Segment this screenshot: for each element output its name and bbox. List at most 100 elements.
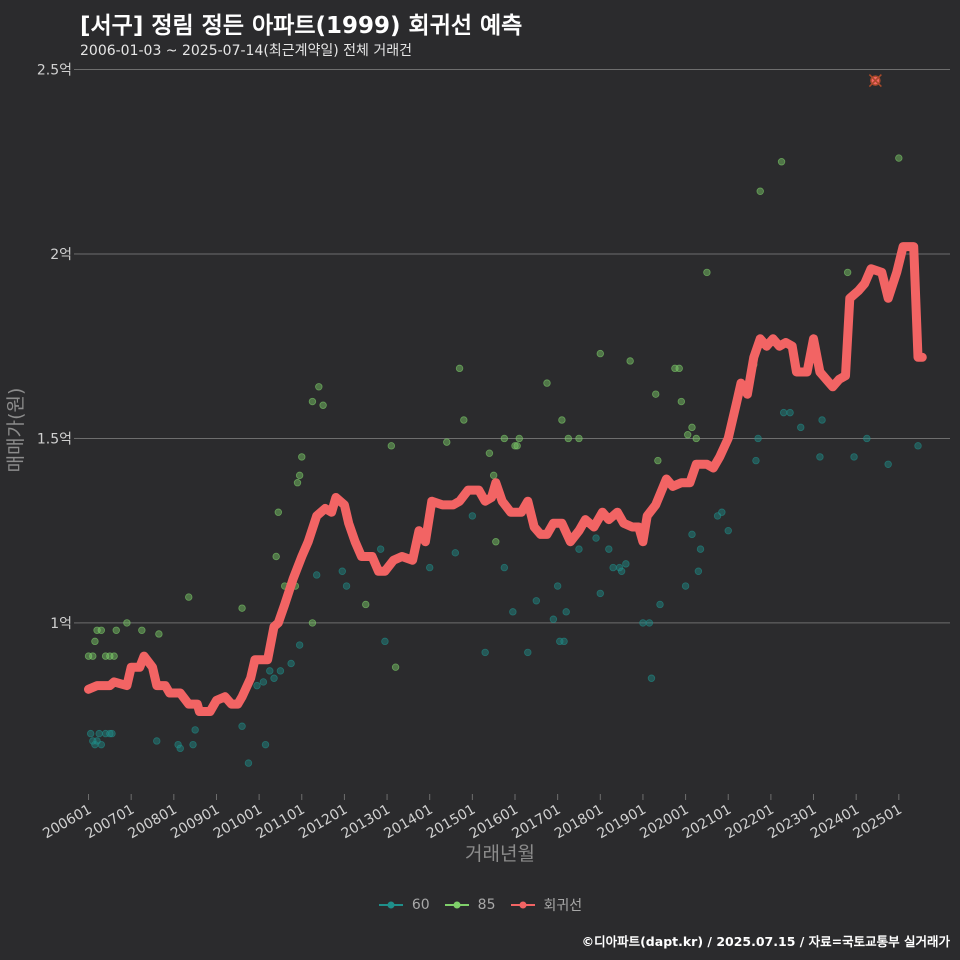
legend-label-regression: 회귀선: [543, 898, 583, 914]
point-85: [626, 357, 634, 365]
point-60: [532, 597, 541, 605]
point-60: [500, 563, 509, 572]
point-60: [86, 729, 95, 738]
point-60: [914, 442, 922, 450]
point-85: [513, 442, 521, 450]
point-60: [244, 759, 253, 767]
point-85: [558, 416, 566, 424]
grid-layer: [74, 69, 950, 800]
point-60: [481, 648, 489, 657]
point-85: [319, 401, 327, 409]
highlight-layer: [868, 74, 882, 88]
point-60: [266, 667, 274, 675]
point-60: [376, 545, 385, 553]
point-60: [509, 608, 517, 616]
point-60: [656, 600, 664, 609]
point-85: [97, 626, 106, 634]
point-85: [703, 268, 711, 277]
point-60: [754, 434, 762, 443]
point-60: [549, 615, 558, 623]
point-60: [295, 641, 304, 649]
x-axis-label: 거래년월: [465, 843, 535, 865]
point-85: [89, 652, 97, 660]
point-85: [492, 538, 500, 546]
point-85: [362, 600, 370, 609]
point-85: [515, 434, 523, 443]
point-60: [259, 678, 268, 686]
point-85: [315, 383, 323, 391]
legend-item-regression[interactable]: 회귀선: [510, 895, 583, 915]
point-60: [605, 545, 613, 553]
regression-line: [84, 242, 927, 716]
point-60: [779, 408, 788, 417]
point-85: [274, 508, 283, 516]
point-85: [308, 397, 317, 406]
point-85: [110, 652, 118, 660]
point-60: [786, 408, 794, 417]
point-60: [276, 667, 285, 675]
y-tick-label: 1.5억: [37, 431, 72, 447]
point-85: [460, 416, 468, 424]
point-60: [106, 729, 114, 738]
point-60: [816, 453, 824, 461]
point-60: [609, 563, 617, 572]
legend: 60 85 회귀선: [0, 895, 960, 915]
point-60: [108, 729, 116, 738]
point-60: [818, 416, 826, 424]
point-60: [681, 582, 690, 590]
point-60: [270, 674, 278, 682]
point-85: [677, 397, 686, 406]
point-85: [652, 390, 660, 398]
point-60: [850, 453, 858, 461]
point-60: [261, 740, 270, 749]
point-85: [692, 434, 700, 443]
point-85: [293, 479, 302, 487]
point-85: [485, 449, 494, 457]
point-60: [189, 740, 197, 749]
y-tick-label: 1억: [50, 616, 72, 632]
point-60: [95, 729, 103, 738]
legend-key-60: [378, 901, 403, 909]
point-60: [312, 571, 321, 579]
point-85: [298, 453, 306, 461]
point-85: [500, 434, 509, 443]
point-60: [718, 508, 726, 516]
point-60: [562, 608, 570, 616]
source-credit: ©디아파트(dapt.kr) / 2025.07.15 / 자료=국토교통부 실…: [581, 934, 950, 949]
point-85: [238, 604, 246, 612]
point-60: [617, 567, 626, 575]
y-tick-labels: 1억 1.5억 2억 2.5억: [37, 63, 72, 632]
point-60: [596, 589, 604, 598]
point-85: [654, 456, 662, 465]
point-60: [575, 545, 583, 553]
point-60: [253, 681, 261, 690]
point-60: [426, 563, 434, 572]
point-60: [560, 637, 568, 646]
legend-key-85: [444, 901, 469, 909]
y-tick-label: 2.5억: [37, 63, 72, 79]
x-tick-label: 202501: [851, 802, 905, 843]
legend-item-85[interactable]: 85: [444, 897, 496, 913]
point-85: [455, 364, 464, 373]
point-85: [295, 471, 304, 480]
point-85: [387, 442, 396, 450]
y-tick-label: 2억: [50, 247, 72, 263]
point-85: [272, 552, 280, 561]
point-85: [308, 619, 317, 627]
point-85: [123, 619, 131, 627]
point-60: [174, 740, 182, 749]
point-85: [895, 154, 903, 162]
point-85: [543, 379, 551, 387]
highlight-cross: [868, 74, 882, 88]
point-60: [338, 567, 346, 575]
point-60: [639, 619, 647, 627]
point-85: [688, 423, 696, 432]
point-85: [155, 630, 163, 638]
legend-item-60[interactable]: 60: [378, 897, 430, 913]
point-60: [287, 659, 295, 668]
point-85: [675, 364, 683, 373]
point-85: [684, 431, 692, 439]
point-85: [596, 349, 604, 358]
legend-label-60: 60: [411, 897, 430, 913]
